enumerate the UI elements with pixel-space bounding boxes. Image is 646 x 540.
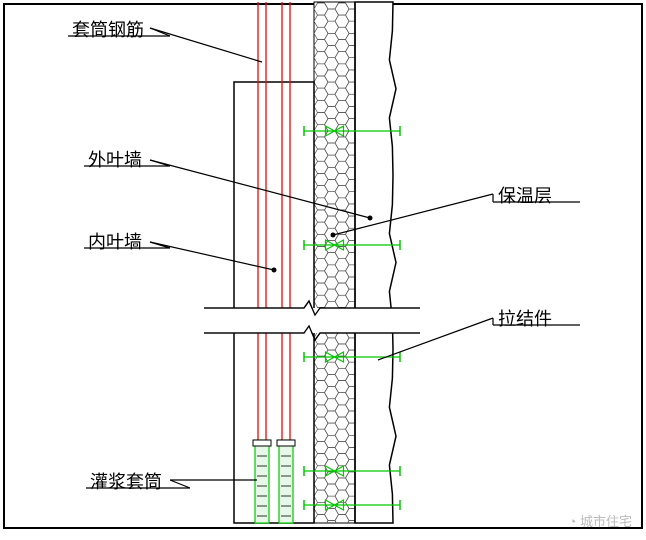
label-grout-sleeve: 灌浆套筒 [90,468,162,494]
break-gap [202,309,422,332]
grout-sleeve [277,440,295,523]
grout-sleeve [253,440,271,523]
inner-leaf-wall [234,82,314,523]
watermark: ◔ 城市住宅 [569,511,633,530]
label-insulation: 保温层 [498,182,552,208]
label-tie: 拉结件 [498,305,552,331]
insulation-layer [314,0,360,540]
diagram-canvas [0,0,646,540]
leader-sleeve_rebar [150,28,262,62]
section [234,0,400,540]
watermark-text: 城市住宅 [580,514,632,529]
label-outer-leaf-wall: 外叶墙 [88,146,142,172]
label-inner-leaf-wall: 内叶墙 [88,228,142,254]
label-sleeve-rebar: 套筒钢筋 [72,16,144,42]
outer-leaf-wall [355,2,396,523]
wechat-icon: ◔ [569,514,577,529]
